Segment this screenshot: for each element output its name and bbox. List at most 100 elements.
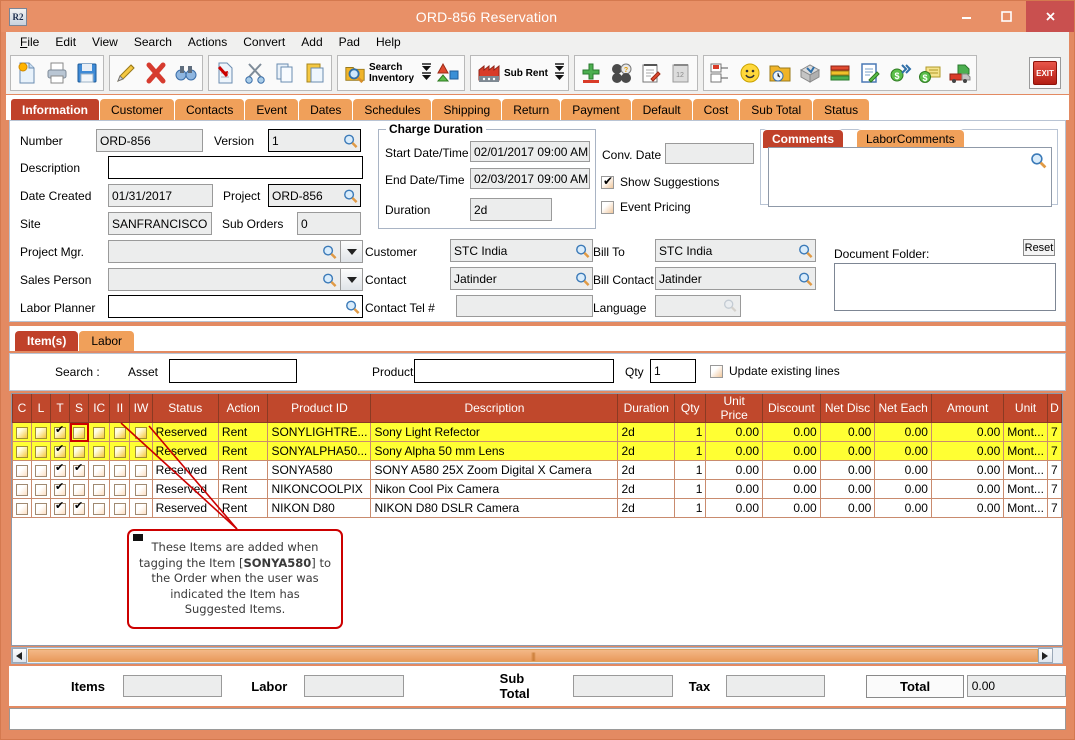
row-checkbox-s[interactable] xyxy=(73,483,85,496)
column-header-status[interactable]: Status xyxy=(151,394,219,423)
cell-ii[interactable] xyxy=(109,479,131,499)
show-suggestions-checkbox[interactable] xyxy=(601,174,614,189)
cell-qty[interactable]: 1 xyxy=(674,498,707,518)
row-checkbox-ic[interactable] xyxy=(93,426,106,439)
row-checkbox-t[interactable] xyxy=(54,443,66,458)
cell-iw[interactable] xyxy=(129,498,153,518)
description-field[interactable] xyxy=(108,156,363,179)
database-stack-icon[interactable] xyxy=(825,56,855,90)
cell-product_id[interactable]: NIKON D80 xyxy=(267,498,372,518)
cell-product_id[interactable]: NIKONCOOLPIX xyxy=(267,479,372,499)
row-checkbox-ic[interactable] xyxy=(93,502,106,515)
cell-net_each[interactable]: 0.00 xyxy=(874,441,932,461)
cell-d[interactable]: 7 xyxy=(1046,422,1062,442)
cell-duration[interactable]: 2d xyxy=(617,498,676,518)
row-checkbox-ii[interactable] xyxy=(113,464,126,477)
reset-button[interactable]: Reset xyxy=(1023,239,1055,256)
delete-x-icon[interactable] xyxy=(141,56,171,90)
cell-t[interactable] xyxy=(50,422,70,442)
tab-payment[interactable]: Payment xyxy=(560,98,632,120)
cell-l[interactable] xyxy=(31,498,51,518)
cell-net_disc[interactable]: 0.00 xyxy=(819,422,876,442)
labor-planner-search-icon[interactable] xyxy=(345,299,360,314)
cut-scissors-icon[interactable] xyxy=(240,56,270,90)
cell-ii[interactable] xyxy=(109,498,131,518)
row-checkbox-ic[interactable] xyxy=(93,483,106,496)
cell-description[interactable]: NIKON D80 DSLR Camera xyxy=(370,498,619,518)
cell-iw[interactable] xyxy=(129,460,153,480)
update-existing-lines-checkbox[interactable] xyxy=(710,365,723,378)
minimize-button[interactable] xyxy=(946,1,986,32)
cell-ii[interactable] xyxy=(109,460,131,480)
add-plus-icon[interactable] xyxy=(576,56,606,90)
row-checkbox-l[interactable] xyxy=(35,502,47,515)
cell-ic[interactable] xyxy=(87,479,111,499)
cell-l[interactable] xyxy=(31,441,51,461)
cell-qty[interactable]: 1 xyxy=(674,479,707,499)
search-inventory-button[interactable]: Search Inventory xyxy=(339,56,419,90)
cell-description[interactable]: SONY A580 25X Zoom Digital X Camera xyxy=(370,460,619,480)
column-header-ic[interactable]: IC xyxy=(87,394,111,423)
tab-schedules[interactable]: Schedules xyxy=(352,98,433,120)
tab-dates[interactable]: Dates xyxy=(298,98,354,120)
cell-amount[interactable]: 0.00 xyxy=(930,441,1005,461)
row-checkbox-ii[interactable] xyxy=(113,426,126,439)
sub-total-field[interactable] xyxy=(573,675,673,697)
cell-status[interactable]: Reserved xyxy=(151,422,219,442)
row-checkbox-ic[interactable] xyxy=(93,464,106,477)
cell-product_id[interactable]: SONYA580 xyxy=(267,460,372,480)
comments-search-icon[interactable] xyxy=(1030,152,1047,172)
column-header-unit_price[interactable]: Unit Price xyxy=(705,394,764,423)
sub-orders-field[interactable]: 0 xyxy=(297,212,361,235)
cell-c[interactable] xyxy=(12,422,32,442)
tab-contacts[interactable]: Contacts xyxy=(174,98,246,120)
row-checkbox-s[interactable] xyxy=(73,500,85,515)
cell-net_disc[interactable]: 0.00 xyxy=(819,441,876,461)
help-balls-icon[interactable]: ? xyxy=(606,56,636,90)
cell-description[interactable]: Sony Alpha 50 mm Lens xyxy=(370,441,619,461)
cell-discount[interactable]: 0.00 xyxy=(762,460,821,480)
menu-actions[interactable]: Actions xyxy=(187,35,228,49)
cell-net_each[interactable]: 0.00 xyxy=(874,479,932,499)
cell-s[interactable] xyxy=(69,498,89,518)
cell-status[interactable]: Reserved xyxy=(151,498,219,518)
exit-button[interactable]: EXIT xyxy=(1029,57,1061,89)
column-header-c[interactable]: C xyxy=(12,394,32,423)
language-field[interactable] xyxy=(655,295,741,317)
tab-cost[interactable]: Cost xyxy=(691,98,741,120)
cell-c[interactable] xyxy=(12,441,32,461)
cell-amount[interactable]: 0.00 xyxy=(930,498,1005,518)
menu-search[interactable]: Search xyxy=(133,35,172,49)
cell-t[interactable] xyxy=(50,460,70,480)
column-header-t[interactable]: T xyxy=(50,394,70,423)
cell-iw[interactable] xyxy=(129,422,153,442)
cell-description[interactable]: Sony Light Refector xyxy=(370,422,619,442)
project-mgr-search-icon[interactable] xyxy=(322,244,337,259)
duration-field[interactable]: 2d xyxy=(470,198,552,221)
cell-amount[interactable]: 0.00 xyxy=(930,460,1005,480)
row-checkbox-t[interactable] xyxy=(54,481,66,496)
cell-duration[interactable]: 2d xyxy=(617,441,676,461)
cell-discount[interactable]: 0.00 xyxy=(762,422,821,442)
bill-to-search-icon[interactable] xyxy=(798,243,813,258)
tab-items[interactable]: Item(s) xyxy=(14,330,80,351)
cell-l[interactable] xyxy=(31,479,51,499)
site-field[interactable]: SANFRANCISCO xyxy=(108,212,212,235)
row-checkbox-iw[interactable] xyxy=(134,426,147,439)
asset-input[interactable] xyxy=(169,359,297,383)
cell-s[interactable] xyxy=(69,422,89,442)
row-checkbox-c[interactable] xyxy=(16,483,28,496)
menu-pad[interactable]: Pad xyxy=(338,35,360,49)
truck-delivery-icon[interactable] xyxy=(945,56,975,90)
close-button[interactable] xyxy=(1026,1,1074,32)
tab-labor-comments[interactable]: LaborComments xyxy=(856,129,965,148)
grid-horizontal-scrollbar[interactable]: ||| xyxy=(11,647,1063,664)
tab-customer[interactable]: Customer xyxy=(99,98,176,120)
cell-d[interactable]: 7 xyxy=(1046,479,1062,499)
cell-action[interactable]: Rent xyxy=(217,422,269,442)
column-header-duration[interactable]: Duration xyxy=(617,394,676,423)
cell-product_id[interactable]: SONYALPHA50... xyxy=(267,441,372,461)
cell-action[interactable]: Rent xyxy=(217,460,269,480)
row-checkbox-iw[interactable] xyxy=(134,445,147,458)
